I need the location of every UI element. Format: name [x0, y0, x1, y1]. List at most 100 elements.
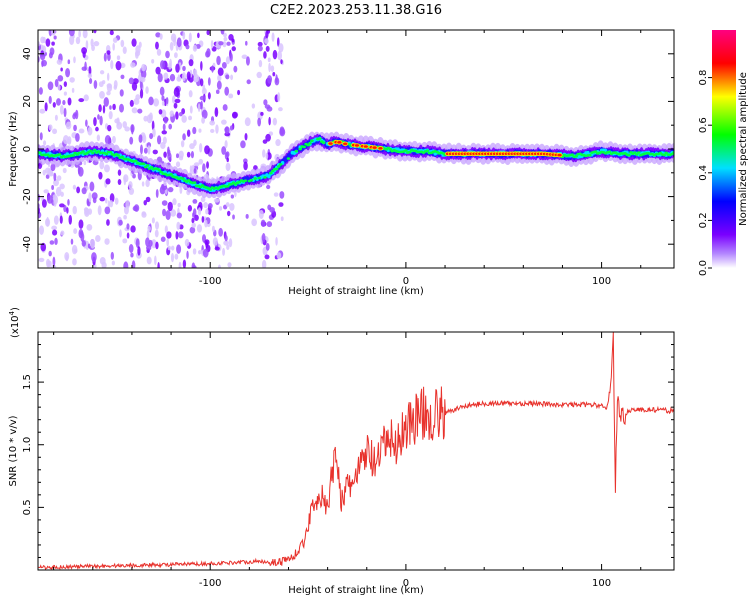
ridge-cell [149, 165, 154, 169]
ridge-cell [257, 176, 261, 180]
noise-speckle [257, 45, 263, 52]
noise-speckle [159, 33, 163, 40]
noise-speckle [128, 181, 133, 189]
noise-speckle [186, 129, 191, 137]
ridge-core [378, 146, 383, 150]
noise-speckle [102, 104, 106, 114]
ridge-cell [89, 149, 93, 153]
noise-speckle [78, 128, 85, 134]
noise-speckle [86, 224, 93, 231]
y-tick-label: 1.0 [22, 437, 33, 453]
noise-speckle [240, 140, 246, 149]
noise-speckle [139, 80, 143, 90]
ridge-cell [81, 150, 85, 153]
noise-speckle [85, 119, 88, 127]
ridge-cell [298, 147, 302, 151]
noise-speckle [133, 204, 140, 212]
noise-speckle [169, 41, 174, 51]
x-tick-label: 0 [403, 276, 409, 287]
noise-speckle [188, 59, 194, 67]
noise-speckle [56, 59, 63, 65]
noise-speckle [227, 262, 232, 268]
noise-speckle [52, 128, 58, 135]
noise-speckle [204, 145, 210, 155]
noise-speckle [226, 244, 230, 250]
noise-speckle [190, 150, 194, 159]
noise-speckle [218, 227, 223, 237]
ridge-cell [308, 141, 312, 145]
snr-axes: -100 0 100 0.5 1.0 1.5 [22, 332, 674, 589]
noise-speckle [192, 126, 197, 135]
noise-speckle [99, 161, 105, 170]
noise-speckle [93, 80, 98, 89]
noise-speckle [216, 55, 221, 66]
spectrogram-panel: -100 0 100 -40 -20 0 20 40 Height of straight l… [8, 29, 675, 297]
noise-speckle [158, 109, 163, 115]
noise-speckle [105, 178, 111, 185]
ridge-cell [306, 143, 310, 147]
noise-speckle [130, 124, 135, 133]
noise-speckle [65, 254, 69, 262]
noise-speckle [68, 214, 73, 225]
noise-speckle [120, 39, 125, 48]
noise-speckle [51, 225, 58, 231]
noise-speckle [202, 248, 209, 258]
noise-speckle [52, 256, 56, 267]
noise-speckle [262, 149, 266, 158]
snr-xlabel: Height of straight line (km) [288, 585, 424, 596]
noise-speckle [188, 32, 192, 43]
noise-speckle [138, 134, 143, 143]
y-tick-label: -20 [22, 188, 33, 204]
chart-title: C2E2.2023.253.11.38.G16 [270, 3, 442, 18]
noise-speckle [165, 97, 169, 105]
noise-speckle [54, 114, 58, 121]
noise-speckle [119, 229, 122, 238]
noise-speckle [229, 52, 233, 62]
noise-speckle [266, 184, 271, 190]
noise-speckle [258, 209, 264, 220]
ridge-cell [192, 181, 197, 184]
noise-speckle [52, 229, 58, 236]
noise-speckle [220, 30, 225, 35]
noise-speckle [45, 38, 51, 47]
noise-speckle [222, 104, 228, 111]
noise-speckle [98, 81, 104, 88]
noise-speckle [141, 63, 147, 72]
noise-speckle [170, 209, 177, 217]
noise-speckle [44, 102, 48, 112]
noise-speckle [214, 107, 219, 118]
noise-speckle [107, 124, 112, 132]
noise-speckle [200, 100, 203, 110]
ridge-cell [120, 155, 124, 159]
noise-speckle [215, 124, 219, 134]
noise-speckle [258, 59, 263, 68]
noise-speckle [82, 30, 88, 39]
noise-speckle [215, 89, 220, 95]
noise-speckle [251, 103, 256, 109]
noise-speckle [77, 165, 81, 175]
noise-speckle [172, 198, 177, 206]
noise-speckle [173, 52, 178, 59]
noise-speckle [106, 72, 110, 81]
noise-speckle [229, 125, 234, 131]
noise-speckle [59, 215, 63, 224]
noise-speckle [165, 50, 170, 59]
noise-speckle [54, 78, 59, 88]
noise-speckle [181, 115, 187, 123]
noise-speckle [60, 230, 65, 236]
noise-speckle [217, 74, 222, 82]
noise-speckle [63, 81, 68, 88]
noise-speckle [153, 98, 160, 107]
noise-speckle [168, 62, 172, 70]
noise-speckle [186, 151, 191, 158]
noise-speckle [170, 252, 175, 263]
snr-panel: -100 0 100 0.5 1.0 1.5 Height of straight lin… [8, 307, 675, 596]
noise-speckle [182, 31, 186, 40]
ridge-cell [181, 177, 185, 180]
noise-speckle [66, 207, 69, 214]
noise-speckle [76, 186, 81, 194]
noise-speckle [224, 86, 230, 96]
noise-speckle [113, 84, 117, 90]
noise-speckle [162, 123, 166, 131]
noise-speckle [231, 111, 238, 119]
